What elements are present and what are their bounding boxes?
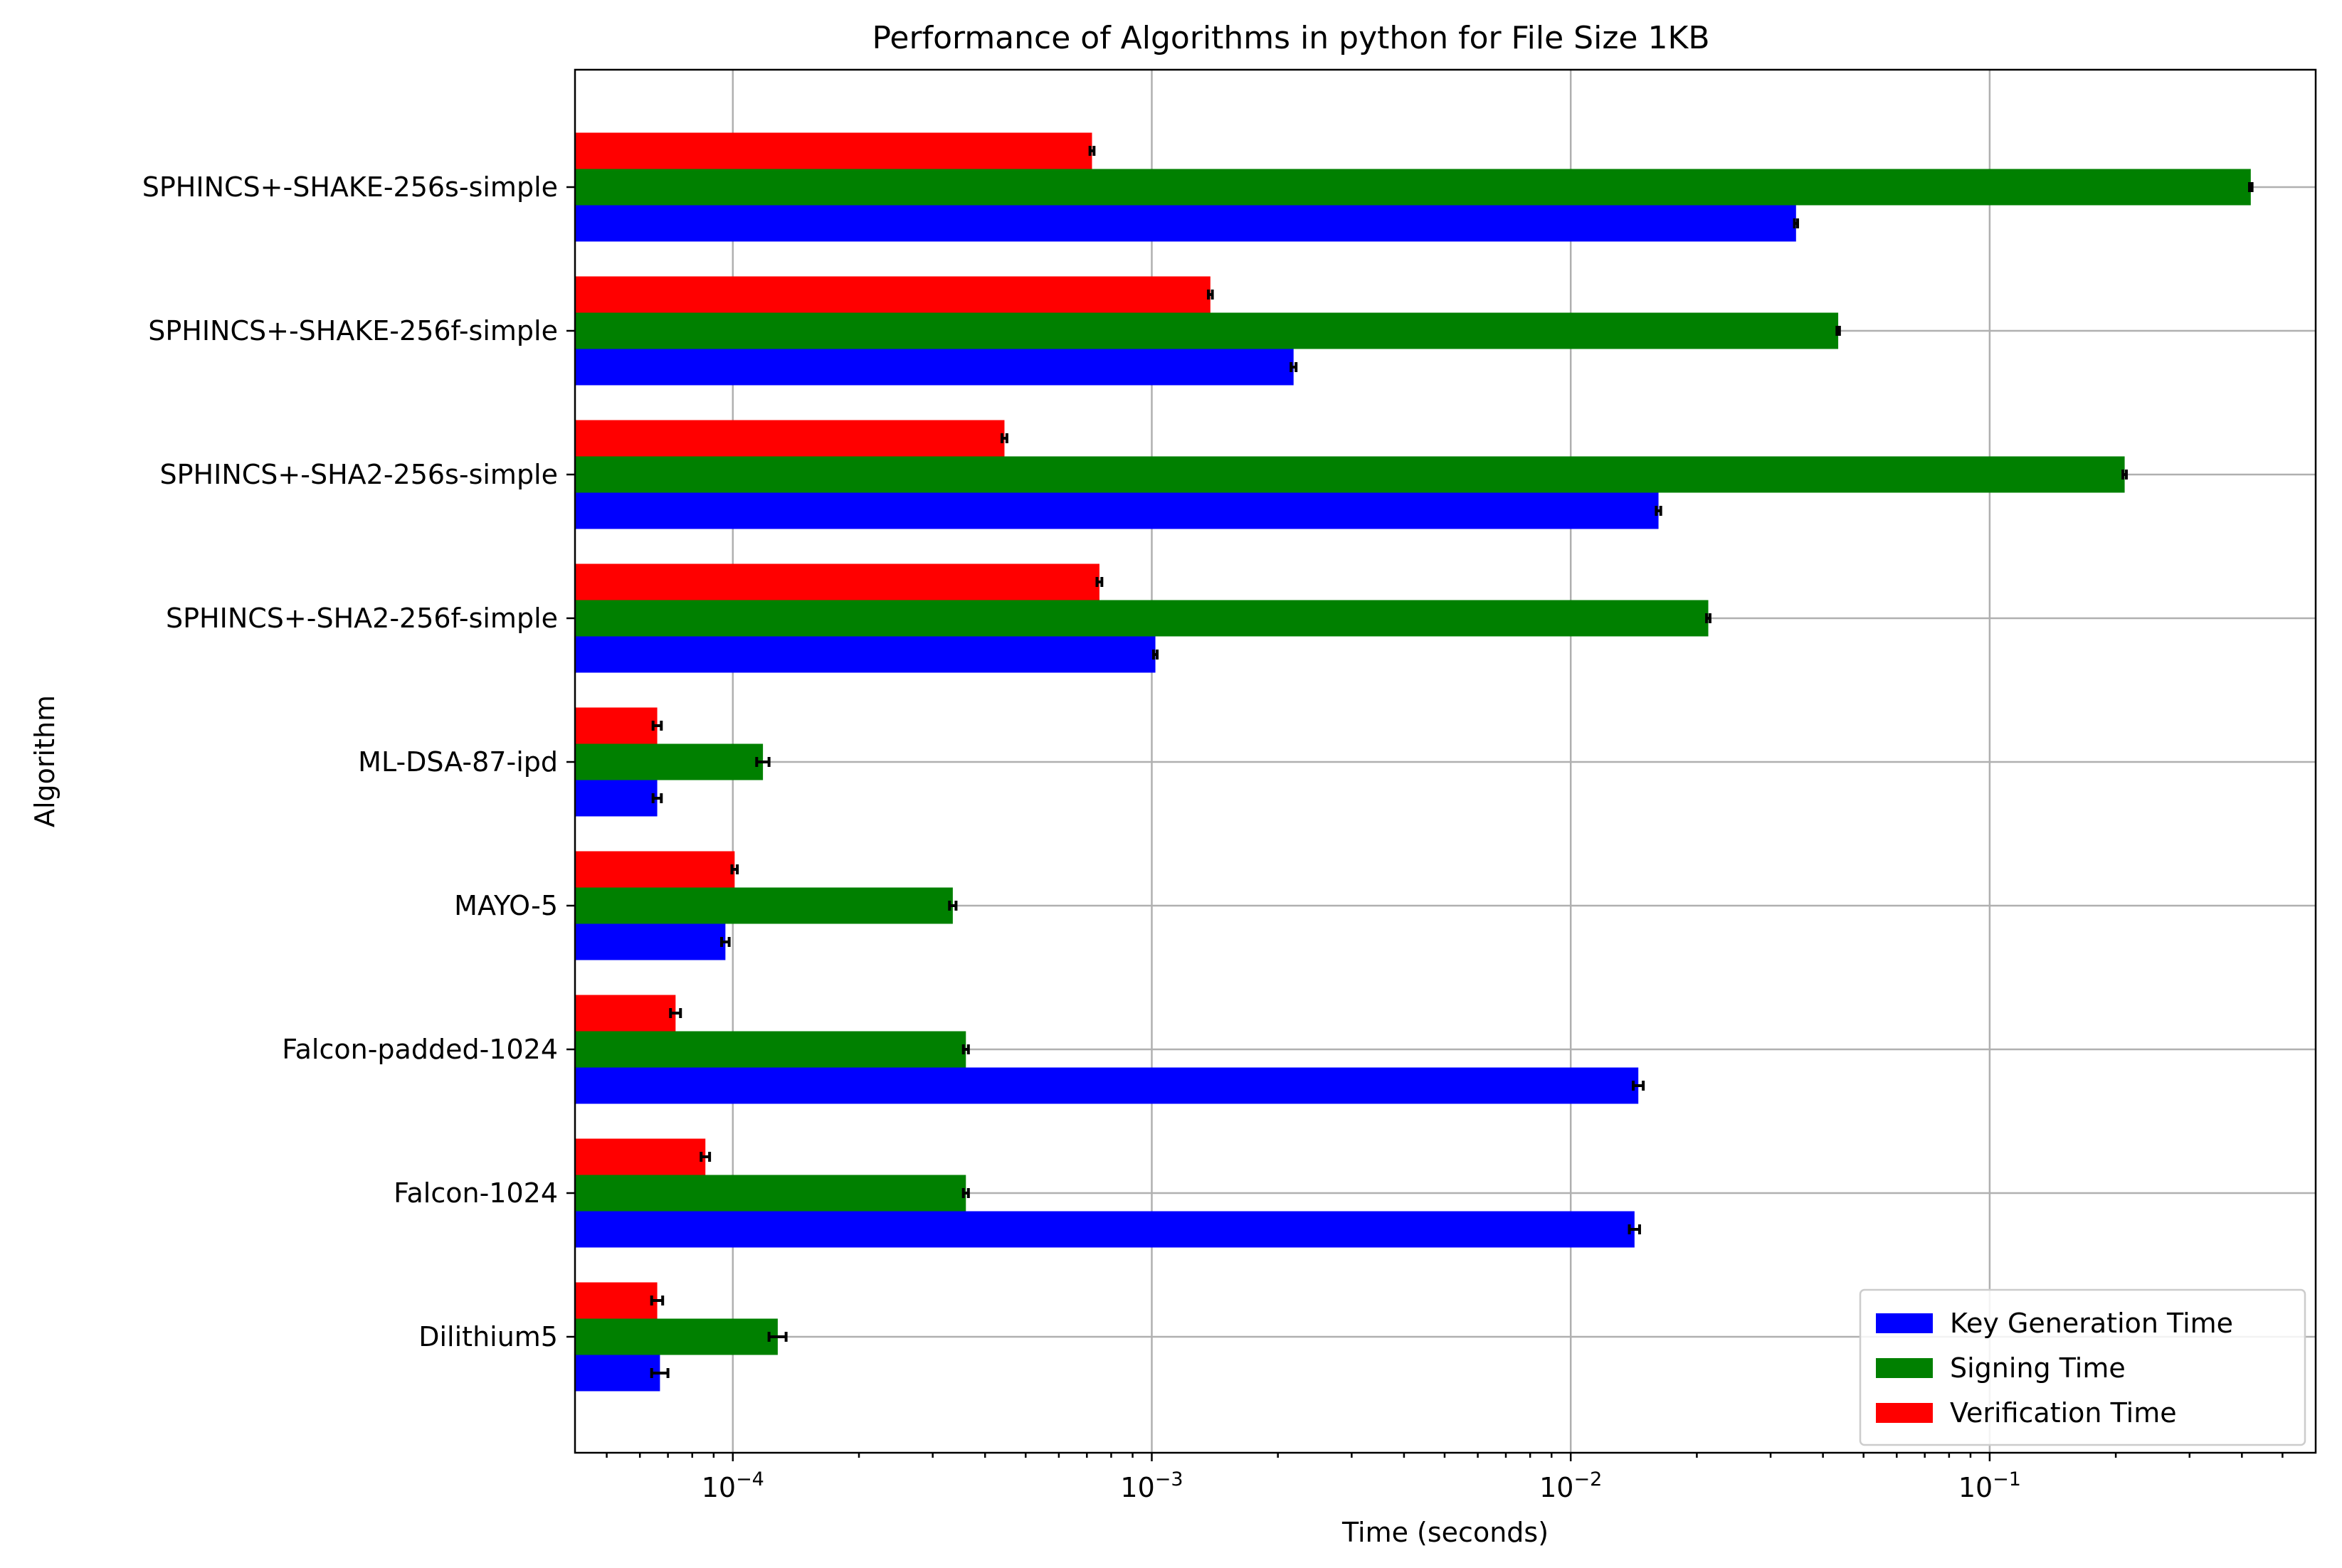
bar-signing-time [575, 312, 1839, 349]
x-axis: 10−4 10−3 10−2 10−1 [606, 1453, 2284, 1503]
legend-box [1859, 1288, 2306, 1446]
legend: Key Generation Time Signing Time Verificat… [1859, 1288, 2306, 1446]
bar-verification-time [575, 851, 735, 888]
y-tick-label: Falcon-padded-1024 [282, 1034, 558, 1065]
y-axis-label: Algorithm [29, 695, 60, 827]
legend-swatch-signing-time [1876, 1358, 1933, 1378]
bar-signing-time [575, 169, 2251, 206]
y-tick-label: SPHINCS+-SHAKE-256f-simple [148, 315, 558, 346]
x-tick-label: 10−4 [702, 1468, 764, 1503]
bar-verification-time [575, 995, 676, 1032]
x-tick-label: 10−1 [1958, 1468, 2021, 1503]
legend-label-verification-time: Verification Time [1950, 1397, 2177, 1429]
bar-key-generation-time [575, 205, 1796, 242]
chart-title: Performance of Algorithms in python for … [872, 20, 1709, 56]
bar-signing-time [575, 743, 764, 780]
bar-key-generation-time [575, 1355, 660, 1392]
x-tick-label: 10−2 [1539, 1468, 1602, 1503]
bar-signing-time [575, 456, 2125, 493]
error-bars [650, 146, 2254, 1378]
x-axis-label: Time (seconds) [1341, 1517, 1549, 1548]
bar-verification-time [575, 1138, 706, 1175]
y-axis: Dilithium5 Falcon-1024 Falcon-padded-1024 M… [142, 171, 575, 1352]
x-tick-label: 10−3 [1120, 1468, 1183, 1503]
y-tick-label: Falcon-1024 [394, 1177, 558, 1209]
y-tick-label: SPHINCS+-SHA2-256s-simple [160, 459, 559, 490]
bar-key-generation-time [575, 1211, 1635, 1248]
y-tick-label: MAYO-5 [454, 890, 558, 921]
legend-label-key-generation-time: Key Generation Time [1950, 1308, 2233, 1339]
bar-key-generation-time [575, 349, 1294, 386]
bar-signing-time [575, 1318, 778, 1355]
bar-key-generation-time [575, 636, 1156, 673]
bar-verification-time [575, 707, 658, 744]
legend-swatch-verification-time [1876, 1403, 1933, 1423]
bar-signing-time [575, 1175, 966, 1212]
y-tick-label: ML-DSA-87-ipd [358, 746, 558, 778]
bar-signing-time [575, 600, 1709, 637]
bar-key-generation-time [575, 1067, 1639, 1104]
bar-verification-time [575, 563, 1099, 600]
legend-label-signing-time: Signing Time [1950, 1352, 2126, 1384]
y-tick-label: SPHINCS+-SHAKE-256s-simple [142, 171, 558, 203]
bar-key-generation-time [575, 492, 1659, 529]
bar-signing-time [575, 887, 953, 924]
bar-verification-time [575, 1282, 658, 1319]
bar-key-generation-time [575, 780, 658, 817]
y-tick-label: SPHINCS+-SHA2-256f-simple [166, 603, 558, 634]
bar-key-generation-time [575, 923, 726, 960]
bar-verification-time [575, 420, 1005, 457]
bar-verification-time [575, 276, 1210, 313]
y-tick-label: Dilithium5 [418, 1321, 558, 1352]
bars [575, 132, 2251, 1392]
bar-signing-time [575, 1031, 966, 1068]
legend-swatch-key-generation-time [1876, 1313, 1933, 1333]
bar-verification-time [575, 132, 1092, 169]
